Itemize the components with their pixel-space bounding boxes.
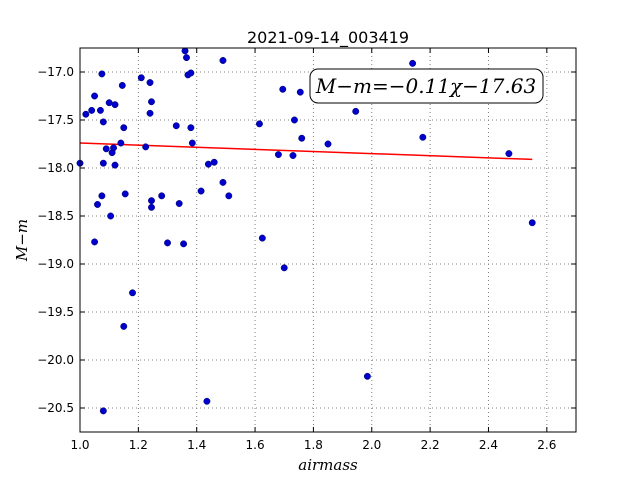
x-tick-label: 2.2 — [421, 438, 440, 452]
data-point — [352, 107, 360, 115]
data-point — [296, 88, 304, 96]
x-axis-label: airmass — [298, 456, 358, 474]
data-point — [120, 322, 128, 330]
data-point — [88, 106, 96, 114]
data-point — [146, 109, 154, 117]
data-point — [258, 234, 266, 242]
data-point — [298, 134, 306, 142]
data-point — [204, 160, 212, 168]
data-point — [121, 190, 129, 198]
data-point — [102, 145, 110, 153]
data-point — [94, 201, 101, 208]
data-point — [98, 70, 106, 78]
x-tick-label: 1.2 — [129, 438, 148, 452]
data-point — [129, 289, 136, 297]
data-point — [118, 81, 126, 89]
data-point — [137, 74, 145, 82]
data-point — [181, 47, 189, 55]
data-point — [98, 192, 106, 200]
data-point — [505, 150, 513, 158]
data-point — [419, 133, 427, 141]
data-point — [82, 110, 90, 118]
data-points — [76, 47, 536, 415]
data-point — [274, 151, 282, 159]
data-point — [188, 139, 196, 147]
data-point — [105, 99, 113, 107]
data-point — [255, 120, 263, 128]
data-point — [111, 101, 119, 109]
data-point — [91, 238, 99, 246]
x-tick-label: 2.6 — [537, 438, 556, 452]
y-tick-label: −17.5 — [37, 113, 74, 127]
data-point — [363, 372, 371, 380]
data-point — [172, 122, 180, 130]
data-point — [175, 200, 183, 207]
x-tick-label: 2.4 — [479, 438, 498, 452]
fit-annotation: M−m=−0.11χ−17.63 — [309, 68, 544, 104]
data-point — [324, 140, 332, 148]
data-point — [219, 57, 227, 64]
data-point — [148, 203, 155, 211]
data-point — [96, 106, 104, 114]
data-point — [146, 79, 154, 87]
data-point — [99, 159, 107, 167]
x-tick-label: 1.6 — [246, 438, 265, 452]
data-point — [107, 212, 115, 220]
y-tick-label: −17.0 — [37, 65, 74, 79]
data-point — [187, 124, 195, 132]
data-point — [210, 158, 218, 166]
data-point — [280, 264, 288, 272]
data-point — [164, 239, 171, 247]
data-point — [528, 219, 536, 227]
data-point — [290, 116, 298, 124]
data-point — [279, 85, 287, 93]
data-point — [187, 69, 195, 77]
fit-line — [79, 142, 533, 161]
x-tick-label: 1.0 — [70, 438, 89, 452]
annotation-text: M−m=−0.11χ−17.63 — [315, 74, 536, 98]
plot-area-frame — [79, 47, 577, 433]
chart-title: 2021-09-14_003419 — [247, 28, 409, 48]
y-tick-label: −20.5 — [37, 401, 74, 415]
data-point — [203, 397, 211, 405]
data-point — [158, 192, 166, 200]
y-tick-label: −19.5 — [37, 305, 74, 319]
data-point — [183, 54, 190, 62]
data-point — [99, 407, 107, 415]
x-tick-label: 2.0 — [362, 438, 381, 452]
y-tick-label: −20.0 — [37, 353, 74, 367]
data-point — [409, 59, 417, 67]
data-point — [117, 139, 125, 147]
data-point — [99, 118, 107, 126]
fit-line-group — [79, 142, 533, 161]
data-point — [91, 92, 99, 100]
data-point — [110, 144, 118, 152]
y-tick-label: −19.0 — [37, 257, 74, 271]
data-point — [197, 187, 205, 195]
grid — [79, 48, 576, 432]
data-point — [219, 178, 227, 186]
data-point — [148, 197, 155, 205]
data-point — [148, 98, 155, 106]
y-axis-label: M−m — [13, 219, 31, 262]
x-tick-label: 1.8 — [304, 438, 323, 452]
y-tick-label: −18.5 — [37, 209, 74, 223]
annotation-box — [309, 68, 544, 104]
data-point — [142, 143, 150, 151]
x-tick-label: 1.4 — [187, 438, 206, 452]
y-tick-label: −18.0 — [37, 161, 74, 175]
data-point — [180, 240, 188, 248]
data-point — [111, 161, 119, 169]
data-point — [225, 192, 233, 200]
data-point — [120, 124, 128, 132]
data-point — [289, 152, 297, 159]
axis-ticks: 1.0 1.2 1.4 1.6 1.8 2.0 2.2 2.4 2.6 −17.0 −17.5 −18… — [37, 48, 576, 452]
